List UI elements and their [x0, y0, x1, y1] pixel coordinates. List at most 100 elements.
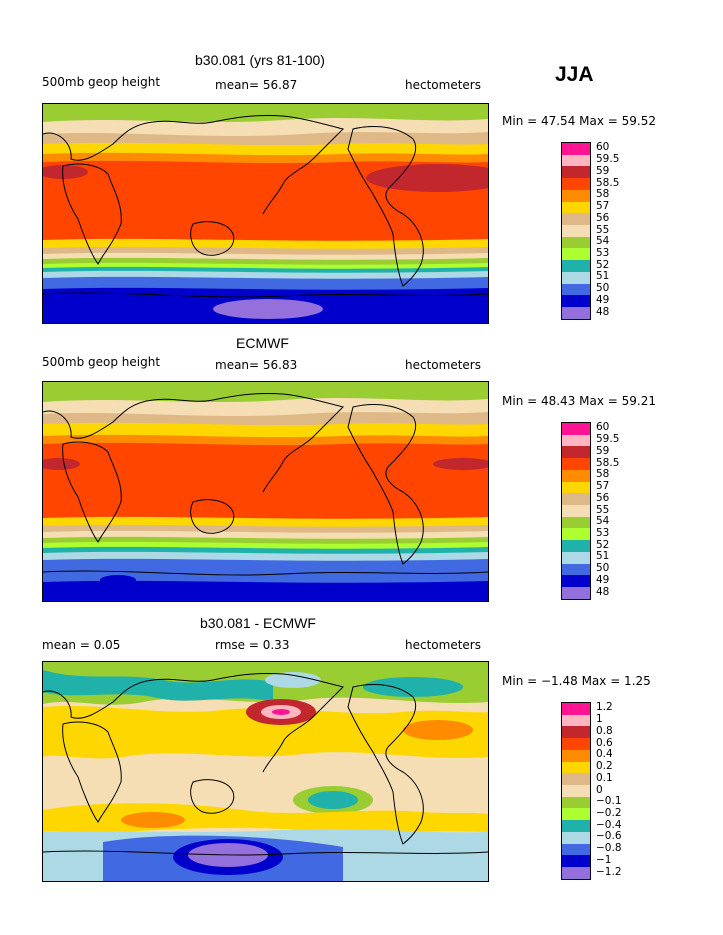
colorbar-tick-label: 0.1 — [596, 771, 613, 784]
panel3-rmse-label: rmse = 0.33 — [215, 638, 290, 652]
panel2-colorbar — [561, 422, 591, 600]
colorbar-swatch — [562, 714, 590, 727]
panel2-title: ECMWF — [236, 335, 289, 351]
colorbar-tick-label: 0.6 — [596, 736, 613, 749]
colorbar-tick-label: 58 — [596, 468, 610, 481]
colorbar-tick-label: 58.5 — [596, 456, 620, 469]
colorbar-swatch — [562, 540, 590, 552]
colorbar-swatch — [562, 469, 590, 482]
colorbar-tick-label: 50 — [596, 562, 610, 575]
colorbar-swatch — [562, 703, 590, 715]
colorbar-tick-label: 49 — [596, 573, 610, 586]
colorbar-swatch — [562, 493, 590, 506]
colorbar-tick-label: 56 — [596, 491, 610, 504]
colorbar-tick-label: 0.4 — [596, 748, 613, 761]
colorbar-tick-label: 53 — [596, 526, 610, 539]
panel3-mean-label: mean = 0.05 — [42, 638, 121, 652]
panel3-map — [42, 661, 489, 882]
colorbar-tick-label: 55 — [596, 503, 610, 516]
colorbar-tick-label: 1 — [596, 713, 603, 726]
colorbar-tick-label: 58 — [596, 188, 610, 201]
colorbar-swatch — [562, 726, 590, 739]
colorbar-swatch — [562, 236, 590, 249]
colorbar-swatch — [562, 423, 590, 435]
colorbar-tick-label: 59 — [596, 444, 610, 457]
colorbar-swatch — [562, 738, 590, 750]
panel2-mean-label: mean= 56.83 — [215, 358, 298, 372]
colorbar-tick-label: 51 — [596, 550, 610, 563]
colorbar-tick-label: 54 — [596, 515, 610, 528]
colorbar-tick-label: 52 — [596, 538, 610, 551]
colorbar-swatch — [562, 283, 590, 296]
colorbar-swatch — [562, 225, 590, 237]
panel2-map — [42, 381, 489, 602]
colorbar-tick-label: 56 — [596, 211, 610, 224]
colorbar-tick-label: 59.5 — [596, 433, 620, 446]
colorbar-swatch — [562, 260, 590, 272]
colorbar-tick-label: 52 — [596, 258, 610, 271]
colorbar-tick-label: 0.2 — [596, 760, 613, 773]
colorbar-swatch — [562, 434, 590, 447]
colorbar-swatch — [562, 295, 590, 308]
colorbar-tick-label: 0 — [596, 783, 603, 796]
colorbar-swatch — [562, 307, 590, 319]
panel1-colorbar — [561, 142, 591, 320]
colorbar-tick-label: 51 — [596, 270, 610, 283]
colorbar-tick-label: 54 — [596, 235, 610, 248]
panel3-minmax: Min = −1.48 Max = 1.25 — [502, 674, 651, 688]
colorbar-swatch — [562, 178, 590, 190]
colorbar-swatch — [562, 189, 590, 202]
colorbar-tick-label: 0.8 — [596, 724, 613, 737]
colorbar-swatch — [562, 808, 590, 821]
panel3-title: b30.081 - ECMWF — [200, 615, 316, 631]
colorbar-swatch — [562, 213, 590, 226]
panel1-mean-label: mean= 56.87 — [215, 78, 298, 92]
colorbar-tick-label: 53 — [596, 246, 610, 259]
colorbar-swatch — [562, 749, 590, 762]
colorbar-tick-label: −0.4 — [596, 818, 622, 831]
colorbar-tick-label: 50 — [596, 282, 610, 295]
colorbar-swatch — [562, 843, 590, 856]
colorbar-swatch — [562, 505, 590, 517]
colorbar-tick-label: −1.2 — [596, 865, 622, 878]
colorbar-tick-label: 59.5 — [596, 153, 620, 166]
panel2-units-label: hectometers — [405, 358, 481, 372]
colorbar-tick-label: −0.1 — [596, 795, 622, 808]
colorbar-tick-label: −0.6 — [596, 830, 622, 843]
colorbar-tick-label: −1 — [596, 853, 612, 866]
colorbar-swatch — [562, 458, 590, 470]
panel1-title: b30.081 (yrs 81-100) — [195, 52, 325, 68]
colorbar-swatch — [562, 481, 590, 494]
colorbar-tick-label: 57 — [596, 480, 610, 493]
panel2-variable-label: 500mb geop height — [42, 355, 161, 369]
colorbar-tick-label: 60 — [596, 141, 610, 154]
panel3-units-label: hectometers — [405, 638, 481, 652]
colorbar-tick-label: −0.2 — [596, 806, 622, 819]
colorbar-swatch — [562, 785, 590, 797]
colorbar-swatch — [562, 166, 590, 179]
panel3-colorbar — [561, 702, 591, 880]
panel1-map — [42, 103, 489, 324]
colorbar-swatch — [562, 761, 590, 774]
colorbar-tick-label: 59 — [596, 164, 610, 177]
panel1-minmax: Min = 47.54 Max = 59.52 — [502, 114, 656, 128]
colorbar-swatch — [562, 271, 590, 284]
colorbar-tick-label: 60 — [596, 421, 610, 434]
colorbar-tick-label: 58.5 — [596, 176, 620, 189]
colorbar-swatch — [562, 820, 590, 832]
colorbar-swatch — [562, 201, 590, 214]
colorbar-swatch — [562, 855, 590, 868]
colorbar-swatch — [562, 248, 590, 261]
panel1-units-label: hectometers — [405, 78, 481, 92]
colorbar-swatch — [562, 575, 590, 588]
panel1-variable-label: 500mb geop height — [42, 75, 161, 89]
colorbar-swatch — [562, 446, 590, 459]
colorbar-swatch — [562, 867, 590, 879]
colorbar-tick-label: 57 — [596, 200, 610, 213]
colorbar-swatch — [562, 563, 590, 576]
colorbar-swatch — [562, 551, 590, 564]
colorbar-swatch — [562, 143, 590, 155]
colorbar-swatch — [562, 831, 590, 844]
colorbar-tick-label: −0.8 — [596, 842, 622, 855]
colorbar-swatch — [562, 528, 590, 541]
